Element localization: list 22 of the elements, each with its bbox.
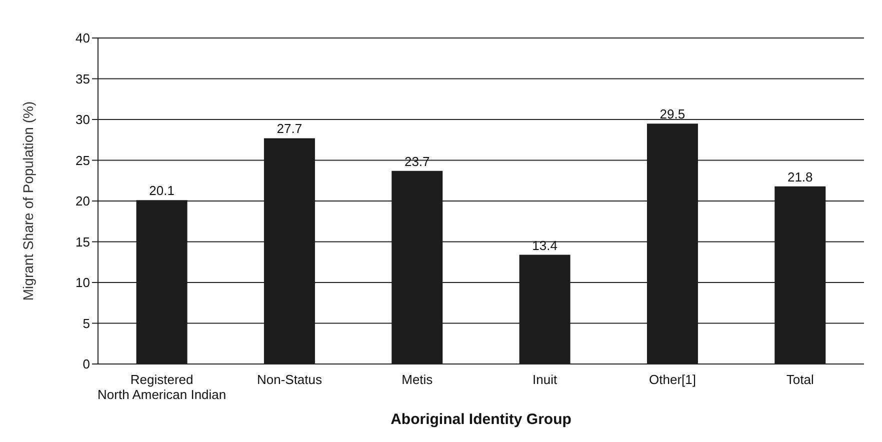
y-tick-label: 35: [76, 71, 90, 86]
y-tick-label: 5: [82, 316, 90, 331]
y-tick-label: 10: [76, 275, 90, 290]
y-axis-title: Migrant Share of Population (%): [20, 101, 36, 301]
x-tick-label: Registered North American Indian: [98, 372, 226, 402]
x-axis-title: Aboriginal Identity Group: [390, 411, 572, 428]
data-label: 21.8: [787, 169, 813, 184]
y-tick-label: 40: [76, 30, 90, 46]
x-tick-label: Total: [786, 372, 814, 387]
x-tick-label: Other[1]: [649, 372, 696, 387]
y-tick-label: 15: [76, 234, 90, 250]
data-label: 27.7: [276, 121, 302, 136]
y-tick-label: 0: [82, 356, 90, 372]
y-tick-label: 20: [76, 194, 90, 209]
x-tick-label: Inuit: [532, 372, 558, 387]
y-tick-label: 25: [76, 152, 90, 168]
data-label: 13.4: [532, 238, 558, 253]
x-tick-label: Metis: [402, 372, 434, 387]
data-label: 29.5: [660, 106, 686, 122]
y-tick-label: 30: [76, 112, 90, 128]
data-label: 20.1: [149, 183, 174, 198]
x-tick-label: Non-Status: [256, 372, 323, 387]
